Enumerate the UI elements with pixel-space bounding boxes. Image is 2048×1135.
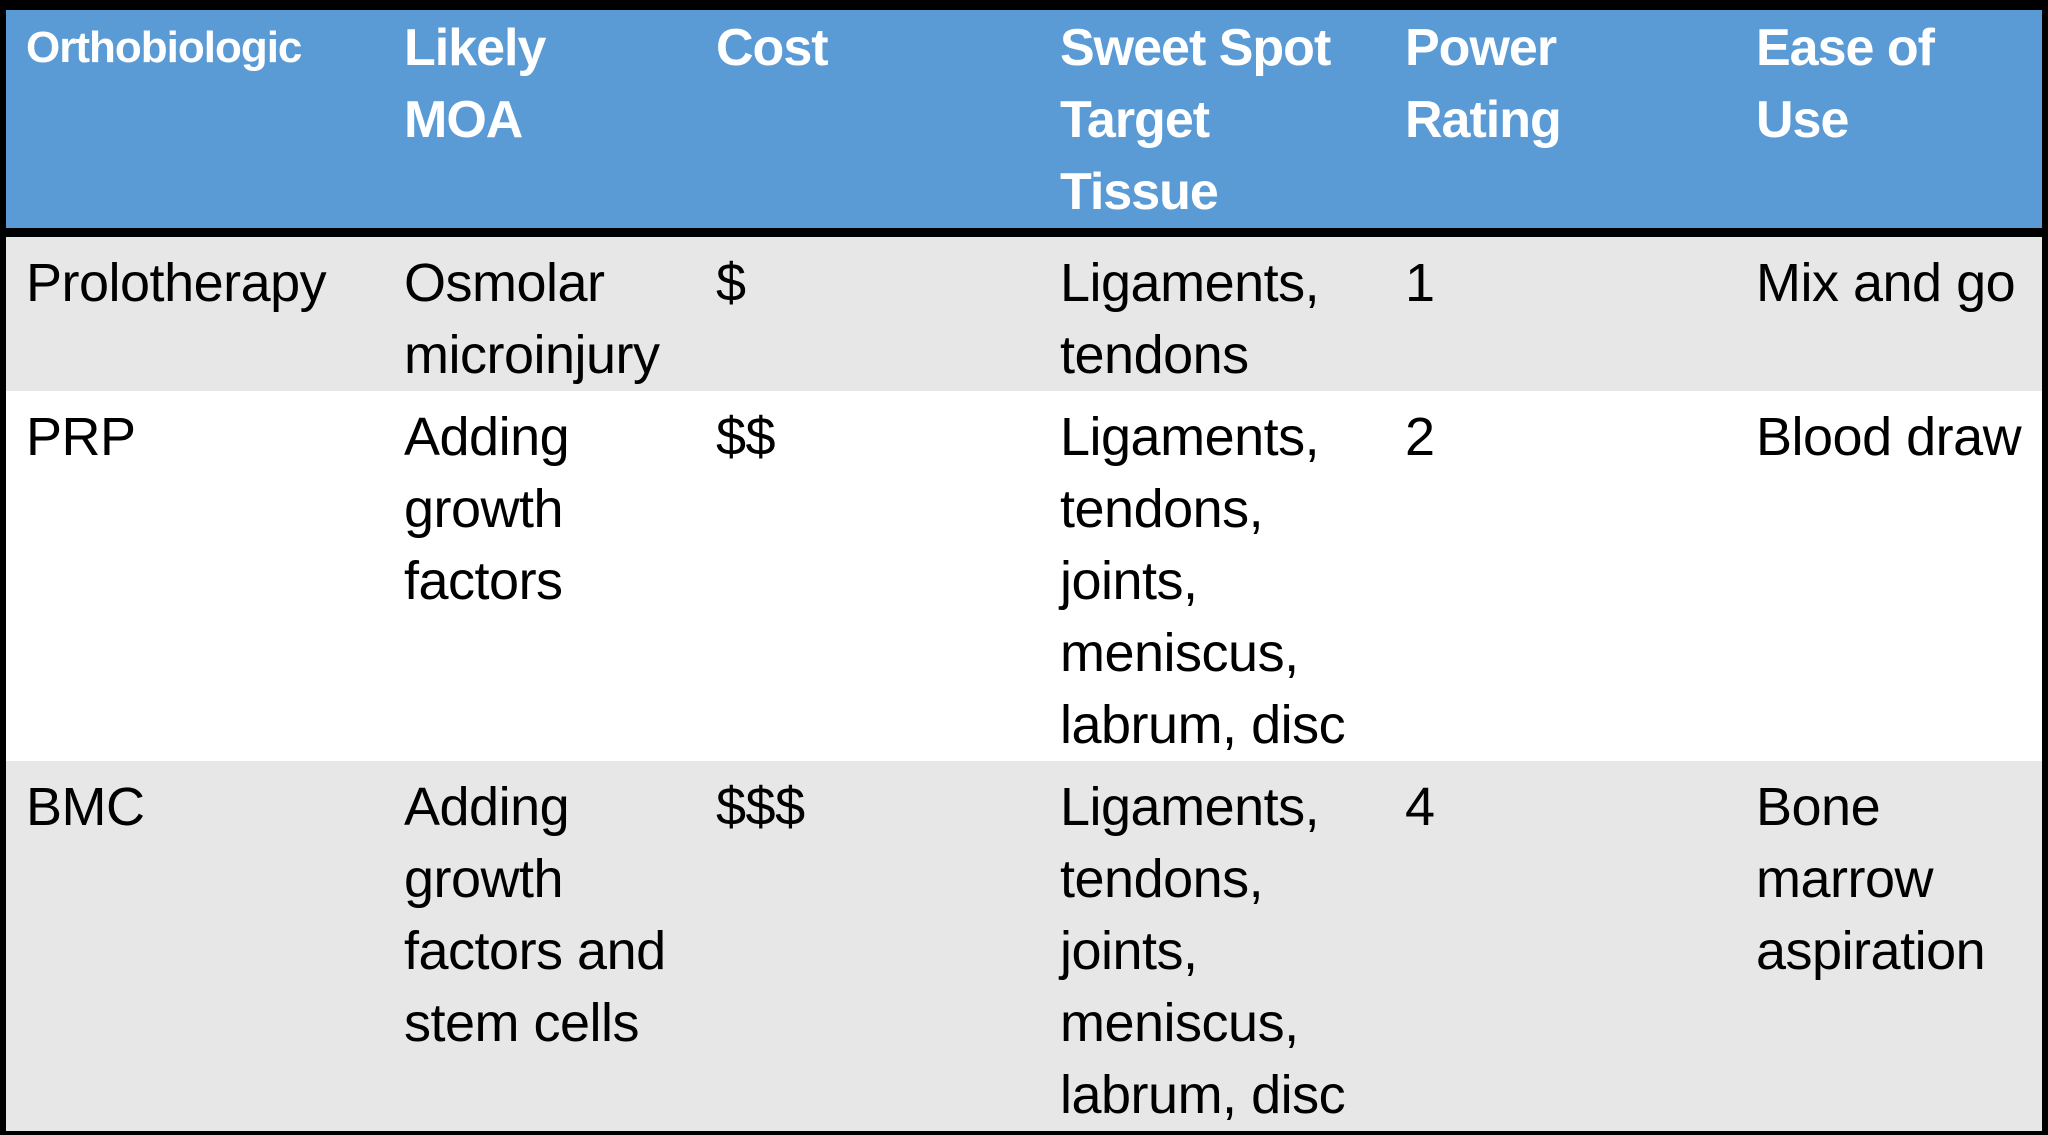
header-cell-ease-of-use: Ease of Use [1736, 10, 2042, 237]
cell-prp-power-rating: 2 [1405, 407, 1435, 467]
table-header: Orthobiologic Likely MOA Cost Sweet Spot… [6, 10, 2042, 237]
header-cell-sweet-spot-target-tissue: Sweet Spot Target Tissue [1040, 10, 1385, 237]
table-body: Prolotherapy Osmolar microinjury $ Ligam… [6, 232, 2042, 1131]
cell-prp-moa: Adding growth factors [404, 407, 570, 611]
orthobiologics-table: Orthobiologic Likely MOA Cost Sweet Spot… [6, 10, 2042, 1131]
header-cell-likely-moa: Likely MOA [384, 10, 696, 237]
cell-prolotherapy-ease-of-use: Mix and go [1756, 253, 2016, 313]
table-row-prp: PRP Adding growth factors $$ Ligaments, … [6, 391, 2042, 761]
cell-bmc-power-rating: 4 [1405, 777, 1435, 837]
cell-prp-ease-of-use: Blood draw [1756, 407, 2022, 467]
header-cell-cost: Cost [696, 10, 1040, 237]
cell-prp-target-tissue: Ligaments, tendons, joints, meniscus, la… [1060, 407, 1346, 755]
table-row-prolotherapy: Prolotherapy Osmolar microinjury $ Ligam… [6, 232, 2042, 391]
cell-prolotherapy-name: Prolotherapy [26, 253, 327, 313]
cell-bmc-target-tissue: Ligaments, tendons, joints, meniscus, la… [1060, 777, 1346, 1125]
cell-bmc-ease-of-use: Bone marrow aspiration [1756, 777, 1986, 981]
cell-prolotherapy-power-rating: 1 [1405, 253, 1435, 313]
header-row: Orthobiologic Likely MOA Cost Sweet Spot… [6, 10, 2042, 237]
cell-prolotherapy-cost: $ [716, 253, 746, 313]
header-cell-power-rating: Power Rating [1385, 10, 1736, 237]
cell-prolotherapy-moa: Osmolar microinjury [404, 253, 660, 385]
cell-prp-cost: $$ [716, 407, 776, 467]
cell-bmc-cost: $$$ [716, 777, 805, 837]
cell-bmc-moa: Adding growth factors and stem cells [404, 777, 666, 1053]
header-cell-orthobiologic: Orthobiologic [6, 10, 384, 237]
cell-prolotherapy-target-tissue: Ligaments, tendons [1060, 253, 1320, 385]
table-row-bmc: BMC Adding growth factors and stem cells… [6, 761, 2042, 1131]
cell-bmc-name: BMC [26, 777, 145, 837]
cell-prp-name: PRP [26, 407, 136, 467]
